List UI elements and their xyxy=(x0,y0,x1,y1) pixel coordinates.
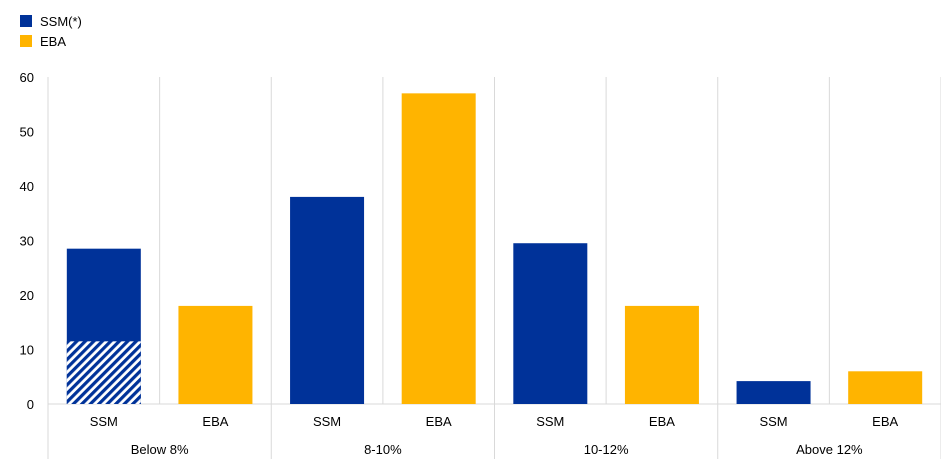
y-tick-label: 10 xyxy=(20,343,34,358)
legend-swatch-ssm xyxy=(20,15,32,27)
bar-ssm xyxy=(736,381,811,404)
y-tick-label: 0 xyxy=(27,397,34,412)
y-tick-label: 60 xyxy=(20,70,34,85)
legend-item-eba: EBA xyxy=(20,31,82,51)
x-tick-label: EBA xyxy=(202,414,228,429)
group-label: Below 8% xyxy=(131,442,189,457)
y-tick-label: 40 xyxy=(20,179,34,194)
x-tick-label: SSM xyxy=(90,414,118,429)
y-tick-label: 30 xyxy=(20,234,34,249)
bar-eba xyxy=(848,371,923,404)
legend: SSM(*) EBA xyxy=(20,11,82,51)
bar-eba xyxy=(624,305,699,404)
legend-swatch-eba xyxy=(20,35,32,47)
legend-label-ssm: SSM(*) xyxy=(40,13,82,29)
bar-eba xyxy=(178,305,253,404)
group-label: 10-12% xyxy=(584,442,629,457)
group-label: 8-10% xyxy=(364,442,402,457)
group-label: Above 12% xyxy=(796,442,863,457)
x-tick-label: SSM xyxy=(536,414,564,429)
x-tick-label: SSM xyxy=(759,414,787,429)
x-tick-label: EBA xyxy=(649,414,675,429)
x-tick-label: EBA xyxy=(872,414,898,429)
y-tick-label: 20 xyxy=(20,288,34,303)
bar-hatched-segment xyxy=(66,341,141,404)
x-tick-label: EBA xyxy=(426,414,452,429)
legend-label-eba: EBA xyxy=(40,33,67,49)
x-tick-label: SSM xyxy=(313,414,341,429)
bar-ssm xyxy=(290,196,365,404)
y-tick-label: 50 xyxy=(20,125,34,140)
bar-eba xyxy=(401,93,476,404)
bar-ssm xyxy=(513,243,588,404)
bar-layer xyxy=(66,93,923,404)
legend-item-ssm: SSM(*) xyxy=(20,11,82,31)
label-layer: 0 10 20 30 40 50 60 SSM EBA Below 8% SSM EBA 8-10% SS… xyxy=(20,70,899,457)
